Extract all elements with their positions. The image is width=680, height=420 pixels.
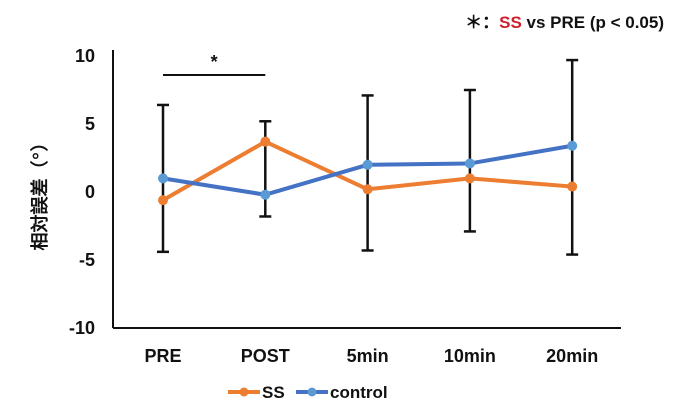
y-tick-labels: 10 5 0 -5 -10 [69,46,95,338]
y-tick-label: -10 [69,318,95,338]
series-control [158,140,578,200]
y-tick-label: 10 [75,46,95,66]
x-tick-label: POST [241,346,290,366]
significance-star: * [211,52,218,72]
data-point [362,184,373,195]
x-tick-label: PRE [144,346,181,366]
y-tick-label: 5 [85,114,95,134]
legend-label: SS [262,383,285,402]
significance-marker: * [163,52,266,76]
legend-marker [239,387,249,397]
legend-item-control: control [296,383,388,402]
x-tick-label: 5min [347,346,389,366]
error-bar [566,58,579,256]
note-suffix: vs PRE (p < 0.05) [521,13,664,32]
data-point [362,159,373,170]
legend-label: control [330,383,388,402]
y-tick-label: 0 [85,182,95,202]
y-axis-label: 相対誤差（°） [29,134,51,251]
series-lines [158,136,578,206]
note-prefix: ＊： [465,13,500,32]
data-point [464,173,475,184]
legend-marker [307,387,317,397]
legend: SS control [228,383,388,402]
axes [112,50,621,329]
data-point [464,158,475,169]
y-tick-label: -5 [79,250,95,270]
data-point [260,136,271,147]
x-tick-label: 10min [444,346,496,366]
error-bar [361,94,374,252]
data-point [158,173,168,184]
x-tick-labels: PRE POST 5min 10min 20min [144,346,598,366]
data-point [158,195,168,206]
data-point [567,140,578,151]
note-highlight: SS [499,13,522,32]
error-bar [259,120,272,218]
legend-item-ss: SS [228,383,285,402]
data-point [260,189,271,200]
series-ss [158,136,578,206]
data-point [567,181,578,192]
x-tick-label: 20min [546,346,598,366]
significance-note: ＊：SS vs PRE (p < 0.05) [465,8,664,33]
